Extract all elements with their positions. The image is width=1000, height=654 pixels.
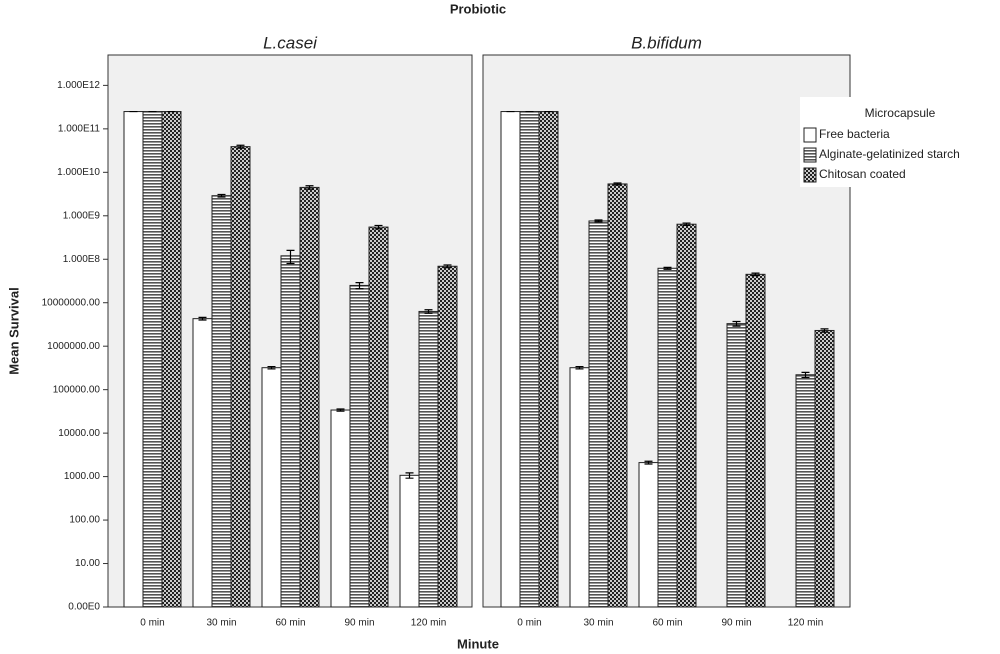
error-bar	[236, 144, 245, 149]
bar	[330, 409, 351, 608]
y-tick-label: 1.000E12	[57, 80, 100, 91]
bar	[437, 265, 458, 608]
panel-title: L.casei	[263, 33, 318, 52]
legend-label: Alginate-gelatinized starch	[819, 147, 960, 161]
bar	[418, 310, 439, 608]
bar	[814, 329, 835, 608]
bar	[230, 146, 251, 608]
error-bar	[336, 408, 345, 412]
bar	[399, 474, 420, 608]
bar	[192, 318, 213, 608]
x-tick-label: 60 min	[652, 618, 682, 629]
x-tick-label: 120 min	[788, 618, 824, 629]
chart-title: Probiotic	[450, 1, 506, 16]
error-bar	[732, 320, 741, 327]
error-bar	[405, 472, 414, 479]
error-bar	[644, 460, 653, 465]
y-tick-label: 10000000.00	[42, 297, 101, 308]
y-tick-label: 10000.00	[58, 428, 100, 439]
bar	[500, 111, 521, 608]
x-tick-label: 120 min	[411, 618, 447, 629]
y-tick-label: 0.00E0	[68, 602, 100, 613]
error-bar	[355, 282, 364, 290]
bar	[161, 111, 182, 608]
error-bar	[443, 264, 452, 269]
error-bar	[820, 328, 829, 333]
y-tick-label: 10.00	[75, 558, 100, 569]
error-bar	[682, 222, 691, 227]
bar	[211, 195, 232, 608]
error-bar	[198, 316, 207, 321]
error-bar	[575, 365, 584, 370]
bar	[280, 255, 301, 608]
error-bar	[424, 309, 433, 314]
bar	[368, 226, 389, 608]
bar	[299, 186, 320, 608]
error-bar	[663, 266, 672, 270]
bar	[538, 111, 559, 608]
bar	[657, 267, 678, 608]
error-bar	[305, 185, 314, 190]
error-bar	[801, 371, 810, 379]
error-bar	[594, 219, 603, 223]
bar	[726, 323, 747, 608]
error-bar	[751, 272, 760, 277]
legend-label: Free bacteria	[819, 127, 890, 141]
x-tick-label: 90 min	[344, 618, 374, 629]
legend-box	[800, 97, 976, 187]
error-bar	[286, 249, 295, 265]
x-axis-label: Minute	[457, 636, 499, 651]
x-tick-label: 60 min	[275, 618, 305, 629]
error-bar	[267, 365, 276, 370]
x-tick-label: 0 min	[140, 618, 164, 629]
x-tick-label: 90 min	[721, 618, 751, 629]
bar	[795, 374, 816, 608]
legend-swatch	[803, 127, 817, 143]
y-tick-label: 100.00	[69, 515, 100, 526]
y-tick-label: 1.000E9	[63, 210, 101, 221]
bar	[261, 367, 282, 608]
x-tick-label: 30 min	[583, 618, 613, 629]
x-tick-label: 30 min	[206, 618, 236, 629]
legend-swatch	[803, 147, 817, 163]
y-axis-label: Mean Survival	[6, 287, 21, 374]
panel-title: B.bifidum	[631, 33, 702, 52]
bar	[588, 220, 609, 608]
bar	[123, 111, 144, 608]
y-tick-label: 100000.00	[53, 384, 101, 395]
error-bar	[374, 224, 383, 230]
y-tick-label: 1.000E8	[63, 254, 101, 265]
x-tick-label: 0 min	[517, 618, 541, 629]
bar	[569, 367, 590, 608]
legend-swatch	[803, 167, 817, 183]
bar	[607, 183, 628, 608]
y-tick-label: 1000000.00	[47, 341, 100, 352]
y-tick-label: 1.000E10	[57, 167, 100, 178]
legend-label: Chitosan coated	[819, 167, 906, 181]
bar	[638, 462, 659, 608]
y-tick-label: 1000.00	[64, 471, 101, 482]
bar	[142, 111, 163, 608]
bar	[676, 223, 697, 608]
error-bar	[217, 193, 226, 198]
bar	[519, 111, 540, 608]
bar	[349, 284, 370, 608]
y-tick-label: 1.000E11	[58, 123, 101, 134]
error-bar	[613, 182, 622, 186]
legend-title: Microcapsule	[865, 106, 936, 120]
bar	[745, 273, 766, 608]
